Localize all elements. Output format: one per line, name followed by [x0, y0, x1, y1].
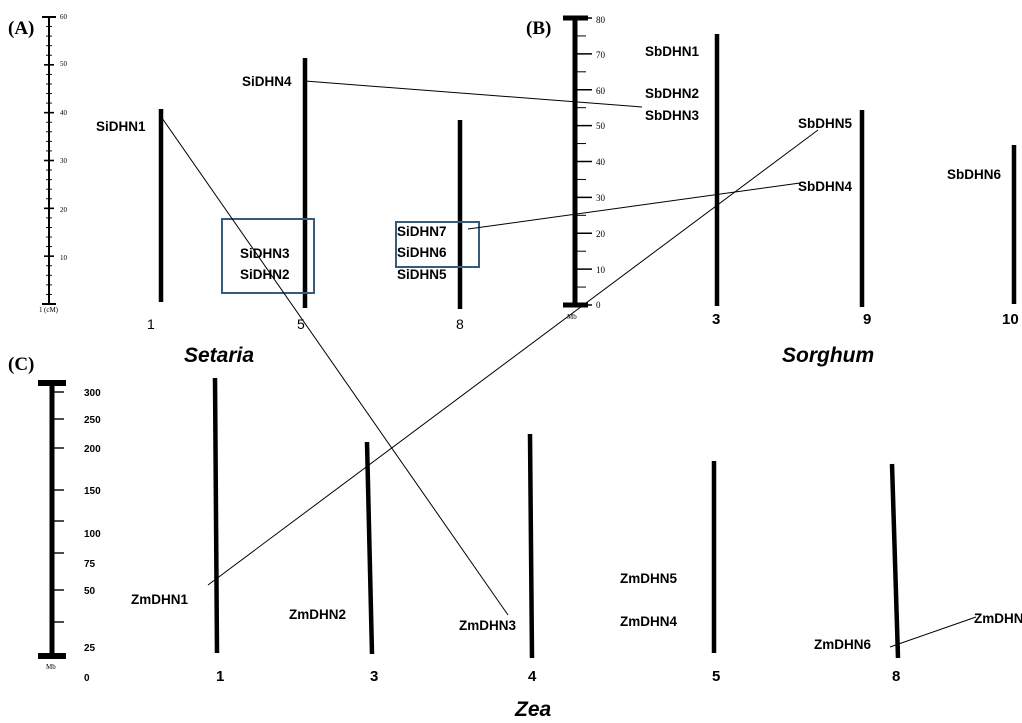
tandem-box-chr8 — [395, 221, 480, 268]
ruler-b-tick: 40 — [596, 157, 606, 167]
gene-label: SiDHN5 — [397, 267, 447, 282]
gene-label: SiDHN7 — [397, 224, 447, 239]
ruler-a-tick: 50 — [60, 60, 68, 68]
link-sbdhn5-zmdhn1 — [207, 129, 819, 586]
chromosome-zea-3 — [364, 441, 375, 655]
gene-label: SiDHN6 — [397, 245, 447, 260]
link-sidhn7-sbdhn4 — [467, 182, 801, 230]
ruler-c-tick: 75 — [84, 559, 96, 570]
panel-b-label: (B) — [526, 18, 551, 39]
gene-label: SbDHN5 — [798, 116, 852, 131]
ruler-c-tick: 150 — [84, 486, 101, 497]
ruler-b-tick: 70 — [596, 50, 606, 60]
synteny-links — [161, 80, 977, 648]
ruler-a-tick: 1 — [39, 306, 43, 314]
link-sidhn4-sbdhn3 — [304, 80, 643, 108]
gene-label: SbDHN6 — [947, 167, 1001, 182]
ruler-b-tick: 10 — [596, 265, 606, 275]
gene-label: ZmDHN7 — [974, 611, 1022, 626]
chromosome-zea-4 — [527, 433, 535, 659]
link-sidhn1-zmdhn3 — [161, 117, 509, 616]
ruler-c-tick: 200 — [84, 444, 101, 455]
chromosome-label: 5 — [712, 668, 720, 685]
chromosome-label: 3 — [712, 311, 720, 328]
ruler-c-tick: 0 — [84, 673, 90, 684]
tandem-box-chr5 — [221, 218, 315, 294]
chromosome-label: 8 — [456, 316, 464, 332]
species-label-setaria: Setaria — [184, 344, 254, 367]
gene-label: ZmDHN2 — [289, 607, 346, 622]
chromosome-label: 8 — [892, 668, 900, 685]
ruler-c-tick: 250 — [84, 415, 101, 426]
gene-label: SbDHN2 — [645, 86, 699, 101]
ruler-setaria: 60 50 40 30 20 10 1 (cM) — [39, 13, 68, 314]
ruler-c-tick: 300 — [84, 388, 101, 399]
gene-label: ZmDHN3 — [459, 618, 516, 633]
chromosome-label: 3 — [370, 668, 378, 685]
ruler-a-tick: 30 — [60, 157, 68, 165]
gene-label: SbDHN1 — [645, 44, 699, 59]
gene-label: SiDHN1 — [96, 119, 146, 134]
species-label-sorghum: Sorghum — [782, 344, 874, 367]
ruler-c-tick: 50 — [84, 586, 96, 597]
chromosome-label: 9 — [863, 311, 871, 328]
chromosome-zea-8 — [889, 463, 901, 659]
ruler-a-tick: 10 — [60, 254, 68, 262]
gene-label: SbDHN4 — [798, 179, 852, 194]
gene-label: SiDHN2 — [240, 267, 290, 282]
panel-c-label: (C) — [8, 354, 34, 375]
chromosome-label: 1 — [216, 668, 224, 685]
ruler-zea: 300 250 200 150 100 75 50 25 0 Mb — [38, 380, 101, 684]
gene-label: SiDHN3 — [240, 246, 290, 261]
chromosome-label: 5 — [297, 316, 305, 332]
panel-a-label: (A) — [8, 18, 34, 39]
chromosome-zea-1 — [212, 377, 220, 654]
gene-label: SiDHN4 — [242, 74, 292, 89]
ruler-a-tick: 60 — [60, 13, 68, 21]
ruler-b-tick: 0 — [596, 300, 601, 310]
species-label-zea: Zea — [514, 698, 552, 721]
ruler-b-unit: Mb — [567, 313, 577, 321]
ruler-b-tick: 80 — [596, 15, 606, 25]
ruler-b-tick: 30 — [596, 193, 606, 203]
link-zmdhn6-zmdhn7 — [889, 616, 977, 648]
chromosome-label: 4 — [528, 668, 537, 685]
ruler-a-unit: (cM) — [44, 306, 59, 314]
gene-label: ZmDHN5 — [620, 571, 677, 586]
gene-label: SbDHN3 — [645, 108, 699, 123]
chromosome-label: 10 — [1002, 311, 1019, 328]
gene-label: ZmDHN4 — [620, 614, 677, 629]
gene-label: ZmDHN6 — [814, 637, 871, 652]
gene-label: ZmDHN1 — [131, 592, 188, 607]
ruler-a-tick: 20 — [60, 206, 68, 214]
ruler-c-tick: 25 — [84, 643, 96, 654]
ruler-b-tick: 50 — [596, 121, 606, 131]
ruler-b-tick: 60 — [596, 86, 606, 96]
ruler-c-tick: 100 — [84, 529, 101, 540]
ruler-c-unit: Mb — [46, 663, 56, 671]
ruler-sorghum: 80 70 60 50 40 30 20 10 0 Mb — [563, 15, 606, 321]
ruler-a-tick: 40 — [60, 109, 68, 117]
chromosome-label: 1 — [147, 316, 155, 332]
ruler-b-tick: 20 — [596, 229, 606, 239]
